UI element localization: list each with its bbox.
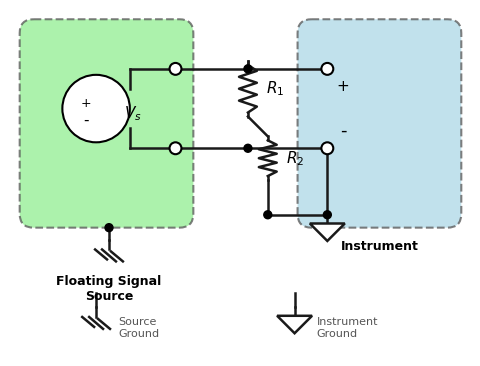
Circle shape xyxy=(322,142,333,154)
Text: $V_s$: $V_s$ xyxy=(124,104,142,123)
Polygon shape xyxy=(277,316,312,333)
Text: $R_2$: $R_2$ xyxy=(286,149,304,168)
Circle shape xyxy=(169,63,181,75)
Text: $R_1$: $R_1$ xyxy=(266,79,284,98)
Text: Source
Ground: Source Ground xyxy=(118,317,159,339)
Circle shape xyxy=(264,211,272,219)
Text: -: - xyxy=(340,122,347,139)
Circle shape xyxy=(62,75,130,142)
Circle shape xyxy=(244,144,252,152)
Text: -: - xyxy=(84,113,89,128)
FancyBboxPatch shape xyxy=(298,19,461,228)
Text: Instrument: Instrument xyxy=(341,240,419,253)
Text: Instrument
Ground: Instrument Ground xyxy=(316,317,378,339)
Text: +: + xyxy=(81,97,92,110)
Circle shape xyxy=(244,65,252,73)
Polygon shape xyxy=(310,224,345,241)
Text: +: + xyxy=(337,79,349,94)
Circle shape xyxy=(324,211,331,219)
Circle shape xyxy=(169,142,181,154)
Circle shape xyxy=(105,224,113,232)
Circle shape xyxy=(322,63,333,75)
FancyBboxPatch shape xyxy=(20,19,193,228)
Text: Floating Signal
Source: Floating Signal Source xyxy=(56,275,162,303)
